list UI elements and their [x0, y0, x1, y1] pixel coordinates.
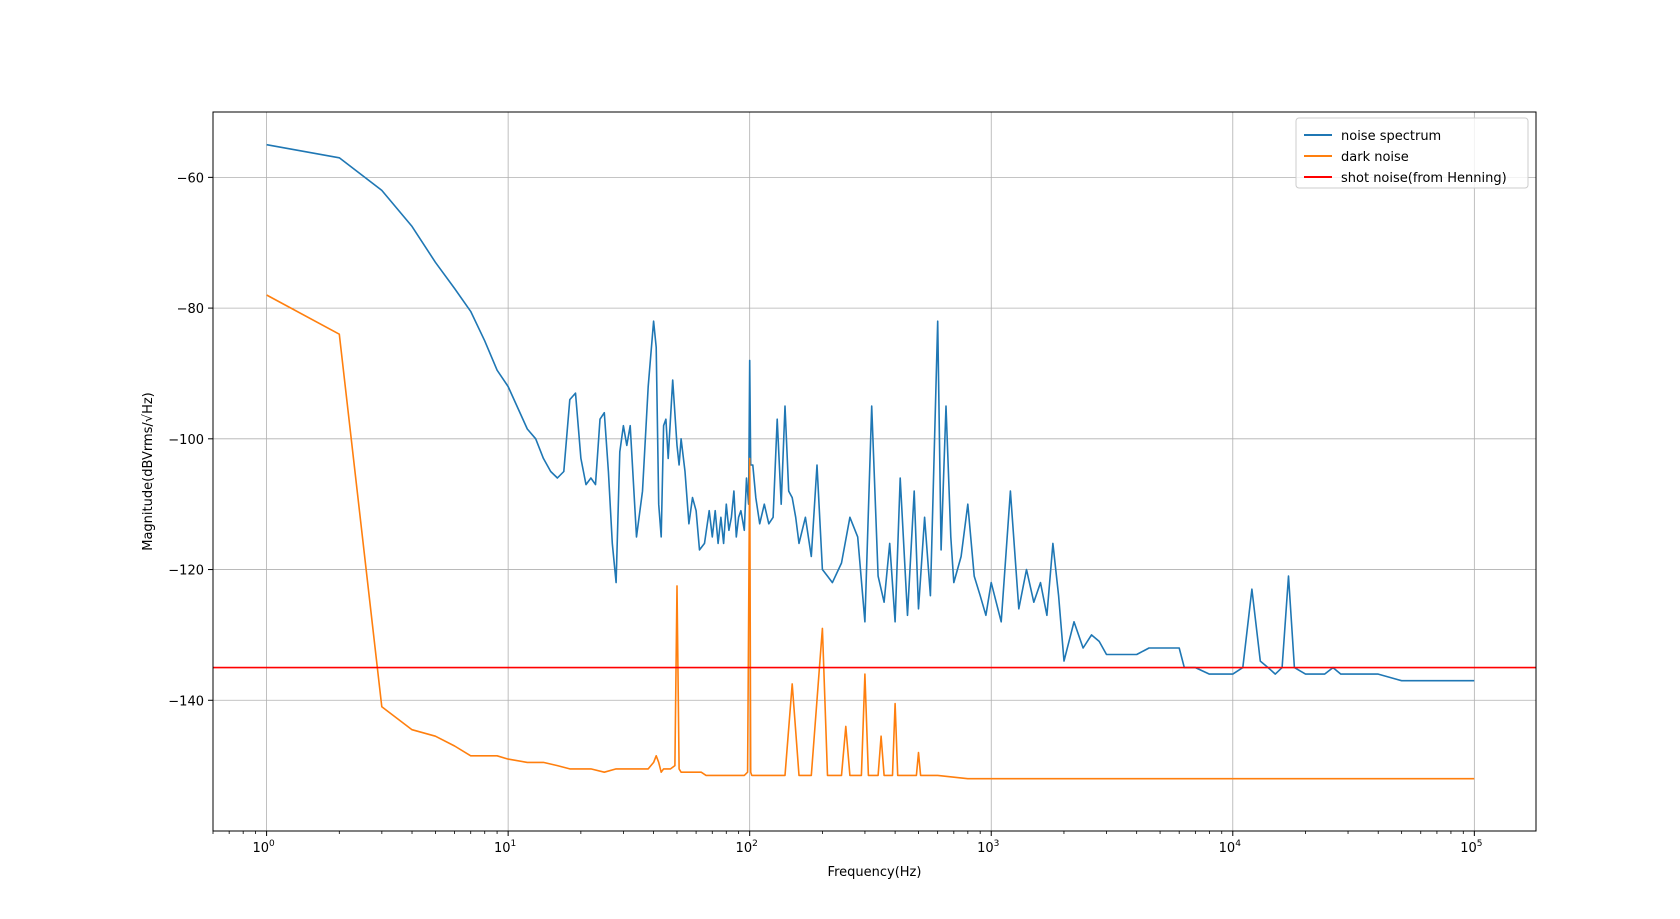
x-tick-label: 105 — [1460, 839, 1482, 856]
y-tick-label: −100 — [168, 433, 204, 448]
series-layer — [213, 143, 1536, 780]
y-tick-label: −140 — [168, 694, 204, 709]
x-tick-label: 100 — [252, 839, 275, 856]
y-axis: −60 −80 −100 −120 −140 — [168, 171, 213, 709]
series-line-1 — [266, 294, 1475, 780]
legend-label-0: noise spectrum — [1341, 129, 1441, 144]
x-axis: 100 101 102 103 104 105 — [212, 831, 1482, 856]
y-tick-label: −60 — [177, 171, 204, 186]
x-tick-label: 103 — [977, 839, 999, 856]
legend-label-1: dark noise — [1341, 150, 1409, 165]
y-axis-label: Magnitude(dBVrms/√Hz) — [141, 392, 156, 551]
x-axis-label: Frequency(Hz) — [828, 865, 922, 880]
y-tick-label: −120 — [168, 564, 204, 579]
plot-frame — [212, 111, 1537, 832]
y-tick-label: −80 — [177, 302, 204, 317]
x-tick-label: 102 — [736, 839, 758, 856]
x-tick-label: 101 — [494, 839, 516, 856]
x-tick-label: 104 — [1219, 839, 1242, 856]
legend-label-2: shot noise(from Henning) — [1341, 171, 1507, 186]
legend-box — [1295, 117, 1529, 189]
legend: noise spectrum dark noise shot noise(from … — [1295, 117, 1529, 189]
